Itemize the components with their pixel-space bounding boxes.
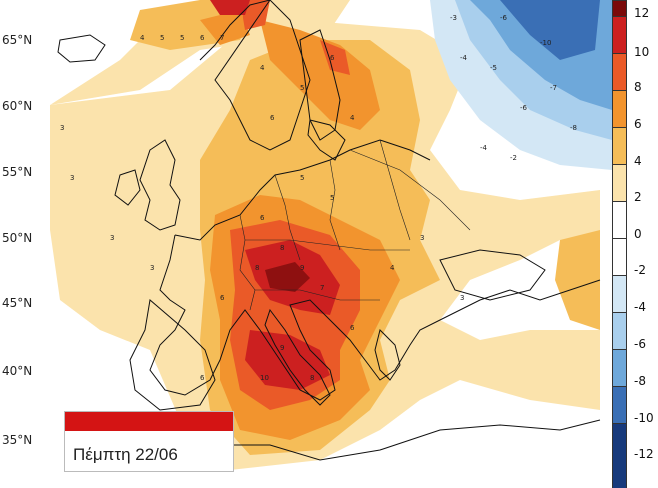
legend-tick: 8 — [634, 80, 642, 94]
legend-swatch-12 — [612, 0, 627, 16]
legend-swatch-neg4 — [612, 275, 627, 312]
contour-label: 5 — [300, 84, 304, 92]
contour-label: 8 — [280, 244, 284, 252]
contour-label: -7 — [550, 84, 557, 92]
legend-tick: -2 — [634, 263, 646, 277]
date-caption-box: Πέμπτη 22/06 — [64, 411, 234, 472]
legend-swatch-4 — [612, 127, 627, 164]
legend-swatch-neg6 — [612, 312, 627, 349]
contour-label: 4 — [140, 34, 145, 42]
contour-label: -8 — [570, 124, 577, 132]
lat-label-40: 40°N — [2, 364, 33, 378]
legend-swatch-0 — [612, 201, 627, 238]
lat-label-50: 50°N — [2, 231, 33, 245]
legend-tick: 10 — [634, 45, 650, 59]
contour-label: 8 — [310, 374, 314, 382]
contour-label: 3 — [420, 234, 424, 242]
anomaly-map: 4 5 5 6 7 3 3 3 3 4 5 4 6 6 5 5 6 8 9 8 … — [50, 0, 612, 471]
contour-label: 5 — [330, 194, 334, 202]
contour-label: -5 — [490, 64, 497, 72]
legend-tick: 6 — [634, 117, 642, 131]
contour-label: 6 — [270, 114, 275, 122]
legend-swatch-8 — [612, 53, 627, 90]
contour-label: -10 — [540, 39, 551, 47]
anomaly-field-10-12 — [210, 0, 340, 390]
contour-label: 9 — [300, 264, 304, 272]
contour-label: 4 — [390, 264, 395, 272]
contour-label: 9 — [280, 344, 284, 352]
date-caption-bar — [65, 412, 233, 431]
contour-label: 5 — [300, 174, 304, 182]
lat-label-60: 60°N — [2, 99, 33, 113]
contour-label: 5 — [180, 34, 184, 42]
country-borders — [239, 139, 471, 311]
contour-label: 6 — [260, 214, 265, 222]
contour-label: 5 — [160, 34, 164, 42]
legend-swatch-10 — [612, 16, 627, 53]
legend-swatch-6 — [612, 90, 627, 127]
contour-label: 3 — [110, 234, 114, 242]
legend-swatch-2 — [612, 164, 627, 201]
anomaly-field-gt12 — [265, 262, 310, 292]
legend-tick: 2 — [634, 190, 642, 204]
contour-label: 6 — [350, 324, 355, 332]
lat-label-45: 45°N — [2, 296, 33, 310]
legend-swatch-neg12 — [612, 423, 627, 488]
legend-tick: -4 — [634, 300, 646, 314]
contour-label: -6 — [500, 14, 508, 22]
negative-anomaly-field — [430, 0, 612, 170]
color-legend: 12 10 8 6 4 2 0 -2 -4 -6 -8 -10 -12 — [612, 0, 658, 488]
contour-label: 6 — [200, 34, 205, 42]
lat-label-35: 35°N — [2, 433, 33, 447]
coastlines — [57, 0, 601, 471]
contour-label: -3 — [450, 14, 457, 22]
legend-tick: 4 — [634, 154, 642, 168]
date-caption: Πέμπτη 22/06 — [73, 445, 178, 464]
legend-tick: -6 — [634, 337, 646, 351]
contour-label: 8 — [255, 264, 259, 272]
contour-label: -6 — [520, 104, 528, 112]
legend-swatch-neg2 — [612, 238, 627, 275]
contour-label: 7 — [320, 284, 324, 292]
contour-label: 6 — [330, 54, 335, 62]
contour-label: -4 — [460, 54, 468, 62]
legend-tick: -8 — [634, 374, 646, 388]
contour-label: 3 — [460, 294, 464, 302]
legend-swatch-neg8 — [612, 349, 627, 386]
contour-label: 4 — [260, 64, 265, 72]
contour-label: 6 — [220, 294, 225, 302]
contour-label: 6 — [200, 374, 205, 382]
contour-label: 10 — [260, 374, 269, 382]
contour-label: 4 — [350, 114, 355, 122]
contour-label: 3 — [70, 174, 74, 182]
contour-label: 3 — [60, 124, 64, 132]
contour-label: -2 — [510, 154, 517, 162]
lat-label-65: 65°N — [2, 33, 33, 47]
contour-label: 7 — [220, 34, 224, 42]
legend-tick: 12 — [634, 6, 650, 20]
lat-label-55: 55°N — [2, 165, 33, 179]
contour-label: -4 — [480, 144, 488, 152]
contour-label: 3 — [150, 264, 154, 272]
legend-tick: -10 — [634, 411, 654, 425]
legend-swatch-neg10 — [612, 386, 627, 423]
legend-tick: -12 — [634, 447, 654, 461]
legend-tick: 0 — [634, 227, 642, 241]
contour-labels: 4 5 5 6 7 3 3 3 3 4 5 4 6 6 5 5 6 8 9 8 … — [60, 14, 577, 382]
